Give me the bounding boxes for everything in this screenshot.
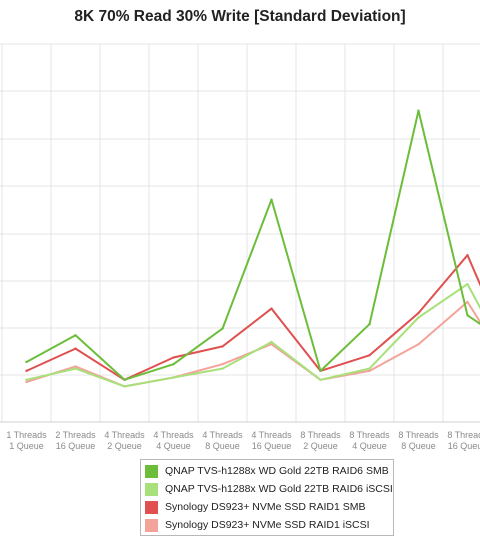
- chart-title: 8K 70% Read 30% Write [Standard Deviatio…: [74, 8, 406, 25]
- data-point-s1-8: [368, 322, 371, 326]
- data-point-s2-1: [25, 378, 28, 381]
- data-point-s2-2: [74, 367, 77, 370]
- data-point-s1-3: [123, 378, 126, 381]
- data-point-s2-5: [221, 367, 224, 370]
- x-tick-label-2-line-1: 2 Threads: [55, 430, 96, 440]
- data-point-s4-10: [466, 300, 469, 304]
- legend-swatch-series-3: [145, 500, 158, 514]
- x-tick-label-3-line-1: 4 Threads: [104, 430, 145, 440]
- x-tick-label-7-line-1: 8 Threads: [300, 430, 341, 440]
- x-tick-label-1-line-1: 1 Threads: [6, 430, 47, 440]
- legend-item-series-3[interactable]: Synology DS923+ NVMe SSD RAID1 SMB: [145, 498, 389, 516]
- data-point-s1-2: [74, 334, 77, 337]
- x-tick-label-4-line-1: 4 Threads: [153, 430, 194, 440]
- legend-label-series-3: Synology DS923+ NVMe SSD RAID1 SMB: [165, 501, 366, 513]
- data-point-s3-8: [368, 354, 371, 357]
- data-point-s2-8: [368, 367, 371, 370]
- data-point-s3-9: [417, 311, 420, 315]
- chart-legend: QNAP TVS-h1288x WD Gold 22TB RAID6 SMB Q…: [140, 459, 394, 536]
- data-point-s2-6: [270, 340, 273, 344]
- data-point-s2-9: [417, 316, 420, 319]
- legend-label-series-1: QNAP TVS-h1288x WD Gold 22TB RAID6 SMB: [165, 465, 389, 477]
- legend-item-series-4[interactable]: Synology DS923+ NVMe SSD RAID1 iSCSI: [145, 516, 389, 534]
- data-point-s2-7: [319, 378, 322, 381]
- data-point-s2-10: [466, 282, 469, 286]
- x-tick-label-1-line-2: 1 Queue: [9, 441, 44, 451]
- data-point-s4-1: [25, 380, 28, 384]
- x-tick-label-8-line-2: 4 Queue: [352, 441, 387, 451]
- data-point-s1-6: [270, 198, 273, 201]
- series-line-4: [25, 300, 480, 388]
- data-point-s2-3: [123, 385, 126, 388]
- legend-item-series-1[interactable]: QNAP TVS-h1288x WD Gold 22TB RAID6 SMB: [145, 462, 389, 480]
- data-point-s1-10: [466, 314, 469, 317]
- x-tick-label-5-line-1: 4 Threads: [202, 430, 243, 440]
- data-point-s1-1: [25, 360, 28, 364]
- series-line-1: [25, 109, 480, 381]
- x-tick-label-4-line-2: 4 Queue: [156, 441, 191, 451]
- legend-label-series-2: QNAP TVS-h1288x WD Gold 22TB RAID6 iSCSI: [165, 483, 393, 495]
- x-tick-label-8-line-1: 8 Threads: [349, 430, 390, 440]
- data-point-s1-9: [417, 109, 420, 112]
- legend-label-series-4: Synology DS923+ NVMe SSD RAID1 iSCSI: [165, 519, 370, 531]
- data-point-s1-7: [319, 369, 322, 373]
- series-line-2: [25, 283, 480, 388]
- data-point-s2-4: [172, 376, 175, 379]
- data-point-s3-10: [466, 254, 469, 257]
- x-tick-label-7-line-2: 2 Queue: [303, 441, 338, 451]
- data-point-s3-2: [74, 347, 77, 350]
- x-tick-label-9-line-1: 8 Threads: [398, 430, 439, 440]
- data-point-s4-5: [221, 362, 224, 366]
- data-point-s3-1: [25, 369, 28, 373]
- x-tick-label-9-line-2: 8 Queue: [401, 441, 436, 451]
- legend-swatch-series-4: [145, 518, 158, 532]
- x-tick-label-10-line-1: 8 Threads: [447, 430, 480, 440]
- legend-swatch-series-2: [145, 482, 158, 496]
- data-point-s4-9: [417, 342, 420, 346]
- x-tick-label-3-line-2: 2 Queue: [107, 441, 142, 451]
- data-point-s3-5: [221, 345, 224, 348]
- x-tick-label-10-line-2: 16 Queue: [448, 441, 480, 451]
- data-point-s4-8: [368, 369, 371, 373]
- legend-swatch-series-1: [145, 464, 158, 478]
- x-tick-label-6-line-1: 4 Threads: [251, 430, 292, 440]
- data-point-s3-6: [270, 307, 273, 310]
- legend-item-series-2[interactable]: QNAP TVS-h1288x WD Gold 22TB RAID6 iSCSI: [145, 480, 393, 498]
- data-point-s4-2: [74, 365, 77, 368]
- x-tick-label-2-line-2: 16 Queue: [56, 441, 96, 451]
- data-point-s1-4: [172, 362, 175, 366]
- series-line-3: [25, 254, 480, 381]
- data-point-s3-4: [172, 356, 175, 359]
- data-point-s1-5: [221, 327, 224, 330]
- x-tick-label-5-line-2: 8 Queue: [205, 441, 240, 451]
- x-tick-label-6-line-2: 16 Queue: [252, 441, 292, 451]
